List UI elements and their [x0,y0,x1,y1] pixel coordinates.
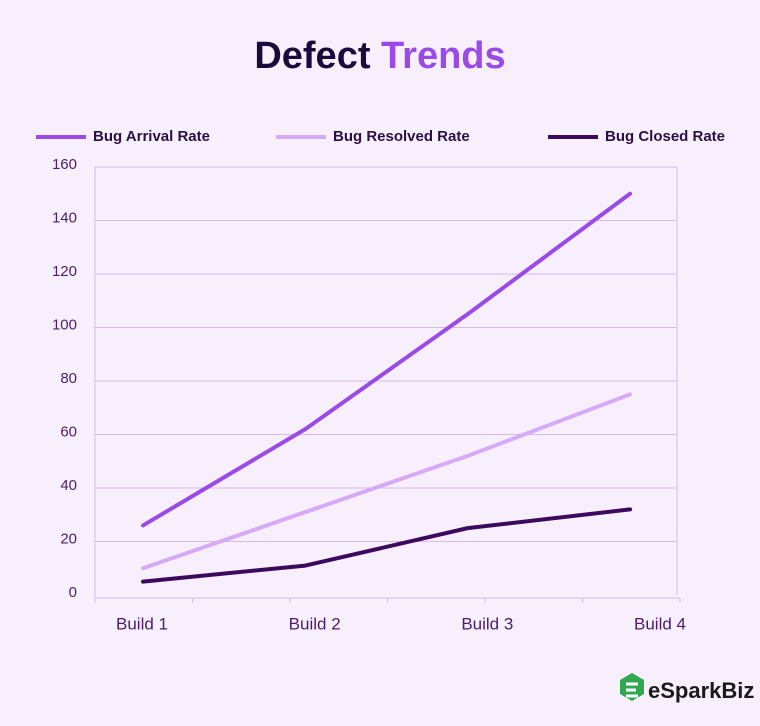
series-line [141,191,632,528]
legend-label: Bug Closed Rate [605,128,725,145]
y-tick-label: 100 [52,316,77,333]
x-tick-label: Build 3 [461,614,513,633]
y-tick-label: 60 [60,423,77,440]
title-part: Trends [381,35,506,77]
title-part: Defect [254,35,370,77]
y-tick-label: 40 [60,477,77,494]
x-tick-label: Build 4 [634,614,686,633]
x-tick-label: Build 2 [289,614,341,633]
chart-title: Defect Trends [254,35,505,77]
brand-logo: eSparkBiz [620,673,754,703]
logo-icon-mark [626,682,638,698]
y-tick-label: 140 [52,209,77,226]
x-tick-label: Build 1 [116,614,168,633]
y-tick-label: 80 [60,370,77,387]
y-tick-label: 160 [52,156,77,173]
series-line [141,507,632,584]
legend-label: Bug Arrival Rate [93,128,210,145]
y-tick-label: 20 [60,530,77,547]
y-tick-label: 120 [52,263,77,280]
brand-name: eSparkBiz [648,678,754,703]
series-line [141,392,632,571]
logo-icon [620,673,644,701]
y-tick-label: 0 [69,584,77,601]
legend-label: Bug Resolved Rate [333,128,470,145]
